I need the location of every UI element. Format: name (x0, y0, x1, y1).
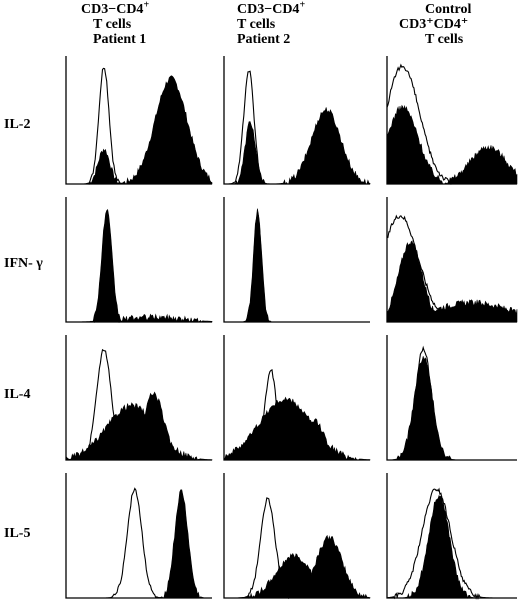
panel-axis (65, 335, 212, 461)
histogram-panel (386, 473, 517, 600)
column-header-line: Patient 2 (237, 32, 291, 47)
filled-histogram (386, 104, 518, 185)
panel-axis (223, 473, 370, 599)
filled-histogram (224, 107, 371, 185)
panel-axis (65, 197, 212, 323)
column-header-line: CD3 (81, 2, 109, 17)
row-label-il2: IL-2 (4, 117, 31, 132)
panel-axis (223, 197, 370, 323)
filled-histogram (223, 396, 371, 461)
panel-axis (65, 473, 212, 599)
column-header-line: Patient 1 (93, 32, 147, 47)
histogram-panel (386, 335, 517, 461)
row-label-il4: IL-4 (4, 387, 31, 402)
column-header-line: −CD4 (264, 2, 300, 17)
panel-axis (223, 335, 370, 461)
column-header-line: T cells (93, 17, 132, 32)
histogram-panel (223, 473, 371, 600)
column-header-line: CD3⁺CD4⁺ (399, 17, 469, 32)
column-header-line: CD3 (237, 2, 265, 17)
column-header-patient-1: CD3−CD4+ T cells Patient 1 (81, 0, 150, 47)
panel-axis (386, 473, 517, 599)
histogram-panel (223, 197, 370, 323)
histogram-panel (386, 56, 518, 186)
column-header-line: T cells (237, 17, 276, 32)
column-header-control: Control CD3⁺CD4⁺ T cells (395, 2, 471, 47)
histogram-panel (65, 197, 213, 324)
row-label-il5: IL-5 (4, 526, 31, 541)
panel-axis (386, 56, 517, 185)
column-header-line: Control (425, 2, 472, 17)
histogram-panel (65, 473, 212, 599)
row-label-ifn-gamma: IFN- γ (4, 256, 43, 271)
histogram-panel (65, 335, 213, 461)
column-header-line: T cells (425, 32, 464, 47)
column-header-line: −CD4 (108, 2, 144, 17)
panel-axis (386, 197, 517, 323)
panel-axis (223, 56, 370, 185)
superscript: + (299, 0, 306, 11)
panel-axis (65, 56, 212, 185)
histogram-panel (65, 56, 213, 185)
panel-axis (386, 335, 517, 461)
column-header-patient-2: CD3−CD4+ T cells Patient 2 (237, 0, 306, 47)
histogram-panel (223, 56, 371, 185)
filled-histogram (386, 240, 518, 323)
superscript: + (143, 0, 150, 11)
histogram-panel (223, 335, 371, 461)
histogram-panel (386, 197, 518, 323)
filled-histogram (66, 75, 213, 185)
